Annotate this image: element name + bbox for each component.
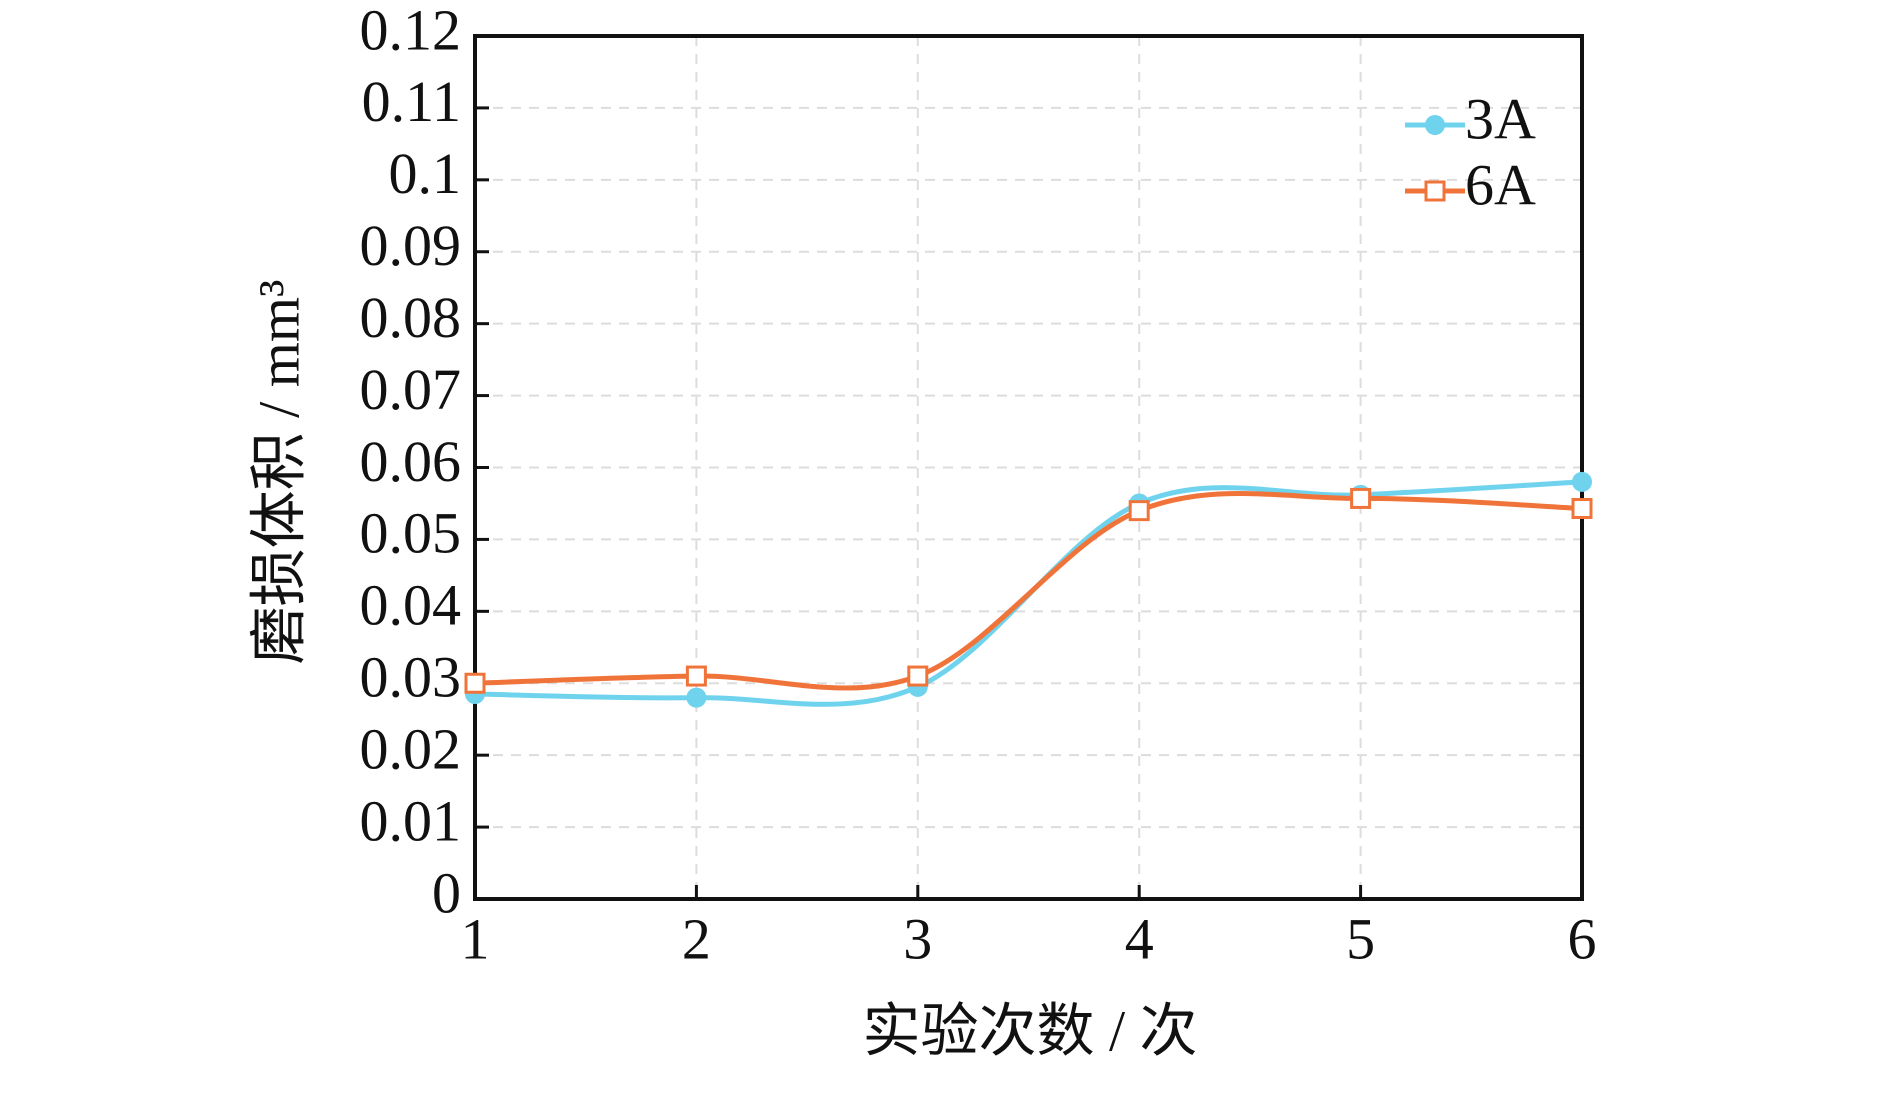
y-tick-label: 0.01 <box>360 788 462 853</box>
y-tick-label: 0.03 <box>360 645 462 710</box>
x-tick-label: 6 <box>1568 906 1597 971</box>
legend-label: 6A <box>1465 152 1536 217</box>
x-tick-label: 4 <box>1125 906 1154 971</box>
marker <box>464 672 486 694</box>
y-tick-label: 0.09 <box>360 213 462 278</box>
marker <box>686 687 707 708</box>
marker <box>1571 497 1593 519</box>
x-axis-label: 实验次数 / 次 <box>862 998 1197 1063</box>
legend-marker <box>1425 115 1445 135</box>
plot-frame <box>473 34 1584 901</box>
marker <box>907 665 929 687</box>
y-tick-label: 0.07 <box>360 357 462 422</box>
x-tick-label: 2 <box>682 906 711 971</box>
x-tick-label: 3 <box>903 906 932 971</box>
x-tick-label: 1 <box>461 906 490 971</box>
marker <box>1128 500 1150 522</box>
y-axis-label: 磨损体积 / mm³ <box>246 280 311 665</box>
legend-label: 3A <box>1465 86 1536 151</box>
y-tick-label: 0 <box>432 860 461 925</box>
series-line <box>474 490 1583 691</box>
y-tick-label: 0.08 <box>360 285 462 350</box>
marker <box>685 665 707 687</box>
y-tick-label: 0.12 <box>360 0 462 62</box>
y-tick-label: 0.05 <box>360 501 462 566</box>
y-tick-label: 0.1 <box>389 141 462 206</box>
marker <box>1572 471 1592 492</box>
y-tick-label: 0.11 <box>362 69 461 134</box>
marker <box>1350 487 1372 509</box>
legend-marker <box>1424 180 1446 202</box>
y-tick-label: 0.06 <box>360 429 462 494</box>
y-tick-label: 0.02 <box>360 716 462 781</box>
y-tick-label: 0.04 <box>360 573 462 638</box>
x-tick-label: 5 <box>1346 906 1375 971</box>
